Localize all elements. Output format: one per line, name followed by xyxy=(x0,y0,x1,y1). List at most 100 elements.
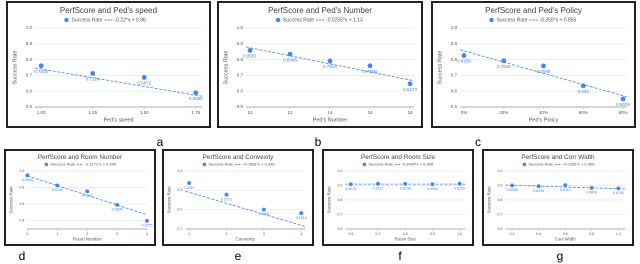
data-label: 0.9116 xyxy=(454,186,465,190)
legend-label: -0.355*x + 0.855 xyxy=(540,17,577,23)
data-point xyxy=(224,192,229,197)
data-point xyxy=(457,181,462,186)
data-label: 0.5896 xyxy=(112,208,123,212)
data-point xyxy=(115,203,120,207)
y-tick-label: 0.8 xyxy=(26,57,33,62)
x-axis-title: Ped's Policy xyxy=(529,117,559,123)
data-point xyxy=(327,58,333,64)
x-tick-label: 12 xyxy=(287,110,293,115)
panel-label: c xyxy=(475,135,481,149)
panel-label: a xyxy=(157,135,164,149)
data-point xyxy=(376,181,380,186)
data-point xyxy=(367,63,373,69)
y-tick-label: 0.2 xyxy=(177,208,182,212)
data-label: 0.3975 xyxy=(142,224,153,228)
x-tick-label: 1.00 xyxy=(37,110,46,115)
data-point xyxy=(403,181,408,186)
data-point xyxy=(620,96,626,102)
x-axis-title: Corr Width xyxy=(555,237,577,242)
data-label: 0.9454 xyxy=(22,178,33,182)
legend-label: Success Rate xyxy=(283,17,314,23)
legend-label: Success Rate xyxy=(368,161,393,166)
x-tick-label: 14 xyxy=(327,110,333,115)
x-tick-label: 18 xyxy=(407,110,413,115)
y-tick-label: 0.5 xyxy=(451,104,458,109)
panel-label: d xyxy=(19,249,26,263)
legend-marker xyxy=(44,162,49,167)
y-tick-label: 0.7 xyxy=(26,73,33,78)
data-label: 0.7124 xyxy=(86,77,100,82)
legend-label: -0.0255*x + 1.13 xyxy=(326,17,363,23)
data-label: 0.9012 xyxy=(560,188,571,192)
data-label: 0.9084 xyxy=(427,187,438,191)
y-tick-label: 0.7 xyxy=(337,212,342,216)
x-tick-label: 10 xyxy=(247,110,253,115)
x-tick-label: 3 xyxy=(263,232,265,236)
y-tick-label: 0.6 xyxy=(497,227,502,231)
x-tick-label: 1.25 xyxy=(88,110,97,115)
y-tick-label: 0.5 xyxy=(237,104,244,109)
legend-label: Success Rate xyxy=(72,17,103,23)
x-tick-label: 1.50 xyxy=(140,110,149,115)
y-tick-label: 0.6 xyxy=(237,88,244,93)
y-tick-label: 0.6 xyxy=(451,88,458,93)
y-tick-label: 0.9 xyxy=(337,183,342,187)
legend-label: -0.22*x + 0.96 xyxy=(115,17,146,23)
y-tick-label: 0.7 xyxy=(237,73,244,78)
data-point xyxy=(38,63,44,69)
y-tick-label: 0.9 xyxy=(451,41,458,46)
y-tick-label: 0.9 xyxy=(497,183,502,187)
x-tick-label: 4 xyxy=(300,232,302,236)
legend-label: -0.1171*x + 0.940 xyxy=(85,161,117,166)
x-tick-label: 1 xyxy=(188,232,190,236)
x-tick-label: 1.0 xyxy=(457,232,462,236)
data-label: 0.8826 xyxy=(586,191,597,195)
data-label: 0.7916 xyxy=(323,64,337,69)
data-point xyxy=(407,81,413,87)
x-tick-label: 0 xyxy=(26,232,28,236)
y-tick-label: 0.9 xyxy=(26,41,33,46)
panel-label: f xyxy=(398,249,402,263)
data-point xyxy=(501,58,507,64)
y-tick-label: 0.9 xyxy=(237,41,244,46)
chart-panel: PerfScore and Ped's Policy Success Rate -0… xyxy=(431,1,636,128)
y-tick-label: 1.0 xyxy=(26,25,33,30)
y-tick-label: 1.0 xyxy=(19,169,24,173)
y-tick-label: 0.8 xyxy=(237,57,244,62)
data-label: 0.2006 xyxy=(258,212,269,216)
y-tick-label: 0.7 xyxy=(497,212,502,216)
y-tick-label: 0.8 xyxy=(19,185,24,189)
x-axis-title: Room Number xyxy=(73,237,102,242)
chart-title: PerfScore and Room Size xyxy=(361,154,435,161)
data-label: 0.8258 xyxy=(457,59,471,64)
x-axis-title: Convexity xyxy=(236,237,256,242)
data-label: 0.6872 xyxy=(137,81,151,86)
legend-label: Success Rate xyxy=(208,161,233,166)
data-point xyxy=(580,83,586,89)
y-tick-label: 0.6 xyxy=(26,88,33,93)
x-axis-title: Room Size xyxy=(394,237,416,242)
y-axis-title: Success Rate xyxy=(9,186,14,214)
legend-label: Success Rate xyxy=(50,161,75,166)
data-label: 0.7608 xyxy=(363,69,377,74)
legend-marker xyxy=(362,162,367,167)
chart-panel: PerfScore and Ped's Number Success Rate -0… xyxy=(217,1,423,128)
panel-label: e xyxy=(235,249,242,263)
y-tick-label: 0.5 xyxy=(26,104,33,109)
legend-label: 0.0004*x + 0.908 xyxy=(403,161,434,166)
data-label: 0.8792 xyxy=(613,191,624,195)
data-point xyxy=(563,183,568,188)
data-label: 0.8236 xyxy=(52,188,63,192)
data-label: 0.6473 xyxy=(403,87,417,92)
legend-label: Success Rate xyxy=(528,161,553,166)
trend-line xyxy=(27,175,148,216)
x-tick-label: 0.4 xyxy=(536,232,541,236)
legend-label: -0.0568*x + 0.346 xyxy=(243,161,275,166)
data-point xyxy=(299,211,304,216)
chart-panel: PerfScore and Ped's speed Success Rate -0.… xyxy=(6,1,211,128)
x-tick-label: 0.9 xyxy=(430,232,435,236)
y-tick-label: 1.0 xyxy=(337,169,342,173)
x-tick-label: 1 xyxy=(56,232,58,236)
trend-line xyxy=(34,67,203,97)
